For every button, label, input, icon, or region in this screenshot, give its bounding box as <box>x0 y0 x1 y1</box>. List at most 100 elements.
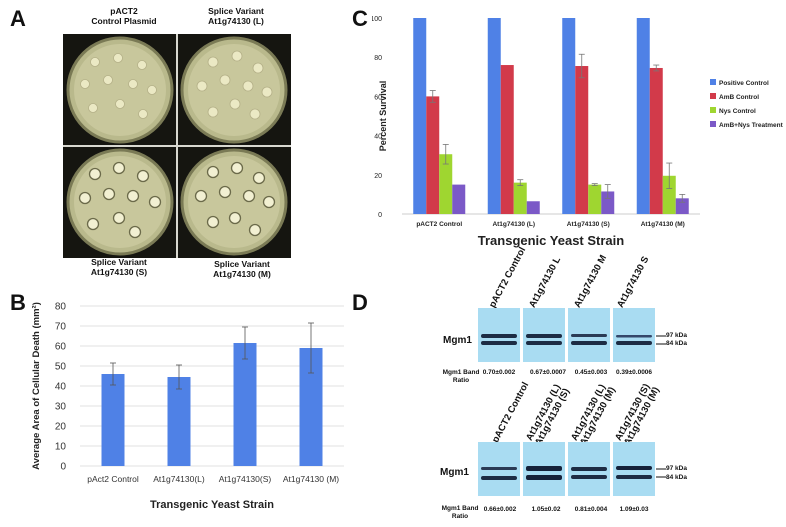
plate-caption-m: Splice Variant At1g74130 (M) <box>213 259 271 279</box>
plate-caption-pact2: pACT2 Control Plasmid <box>91 6 157 26</box>
c-ytick-60: 60 <box>374 94 382 101</box>
c-bar-1-1 <box>500 65 514 214</box>
top-ratio-label: Mgm1 Band Ratio <box>442 369 480 384</box>
top-ratio-1: 0.70±0.002 <box>482 369 516 376</box>
chart-b: 0 10 20 30 40 50 60 70 80 pAct2 Control At1g74130(… <box>31 302 344 511</box>
bottom-lane-label-3: At1g74130 (L) At1g74130 (M) <box>569 382 618 448</box>
bottom-lane-label-4: At1g74130 (S) At1g74130 (M) <box>613 382 662 448</box>
c-ytick-80: 80 <box>374 55 382 62</box>
bottom-kda-ticks <box>656 468 666 478</box>
bottom-ratio-3: 0.81±0.004 <box>574 506 608 513</box>
b-xtick-3: At1g74130 (M) <box>283 474 339 484</box>
panel-a-letter: A <box>10 6 26 31</box>
b-ytick-0: 0 <box>60 462 66 473</box>
top-ratio-2: 0.67±0.0007 <box>529 369 567 376</box>
c-legend-swatch-0 <box>710 79 716 85</box>
plate-l <box>180 36 288 144</box>
top-kda-ticks <box>656 335 666 345</box>
c-bar-3-0 <box>636 18 650 214</box>
c-bar-3-3 <box>675 198 689 214</box>
c-xtick-3: At1g74130 (M) <box>641 221 685 228</box>
bottom-kda-84: 84 kDa <box>666 474 687 481</box>
bottom-blot-lane-4 <box>613 442 655 496</box>
top-ratio-4: 0.39±0.0006 <box>615 369 653 376</box>
top-lane-label-2: At1g74130 L <box>527 255 564 310</box>
bottom-blot-lane-3 <box>568 442 610 496</box>
panel-c-letter: C <box>352 6 368 31</box>
c-bar-3-1 <box>649 67 663 214</box>
c-xtick-2: At1g74130 (S) <box>567 221 610 228</box>
b-ytick-60: 60 <box>55 342 67 353</box>
c-legend-swatch-1 <box>710 93 716 99</box>
b-bar-1 <box>167 377 191 466</box>
b-bar-2 <box>233 343 257 466</box>
top-lane-label-1: pACT2 Control <box>487 245 529 310</box>
plate-m <box>180 148 288 256</box>
b-xtick-2: At1g74130(S) <box>219 474 272 484</box>
c-legend-swatch-2 <box>710 107 716 113</box>
plate-caption-l: Splice Variant At1g74130 (L) <box>208 6 264 26</box>
c-bar-2-3 <box>601 191 615 214</box>
b-ytick-10: 10 <box>55 442 67 453</box>
c-bar-0-2 <box>439 154 453 214</box>
top-lane-label-4: At1g74130 S <box>615 254 652 310</box>
b-xlabel: Transgenic Yeast Strain <box>150 499 274 511</box>
c-legend-swatch-3 <box>710 121 716 127</box>
c-xtick-0: pACT2 Control <box>416 221 462 228</box>
b-bar-3 <box>299 348 323 466</box>
c-bar-0-0 <box>413 18 427 214</box>
c-legend-label-0: Positive Control <box>719 80 769 87</box>
bottom-ratio-label: Mgm1 Band Ratio <box>441 505 479 520</box>
c-ytick-40: 40 <box>374 134 382 141</box>
c-ytick-100: 100 <box>372 16 382 23</box>
bottom-blot-image <box>478 442 655 496</box>
b-ytick-80: 80 <box>55 302 67 313</box>
top-blot-lane-1 <box>478 308 520 362</box>
top-blot-lane-3 <box>568 308 610 362</box>
c-legend-label-2: Nys Control <box>719 108 756 115</box>
top-ratio-3: 0.45±0.003 <box>574 369 608 376</box>
c-bar-2-0 <box>562 18 576 214</box>
c-xtick-1: At1g74130 (L) <box>492 221 535 228</box>
c-bar-0-3 <box>452 184 466 214</box>
c-legend-label-1: AmB Control <box>719 94 759 101</box>
top-blot-label: Mgm1 <box>443 335 472 346</box>
plates-photo <box>63 34 291 258</box>
c-xlabel: Transgenic Yeast Strain <box>478 233 624 248</box>
b-xtick-0: pAct2 Control <box>87 474 139 484</box>
bottom-blot-lane-1 <box>478 442 520 496</box>
bottom-ratio-1: 0.66±0.002 <box>483 506 517 513</box>
b-ytick-40: 40 <box>55 382 67 393</box>
c-bar-1-3 <box>526 201 540 214</box>
bottom-blot-lane-2 <box>523 442 565 496</box>
top-lane-label-3: At1g74130 M <box>572 253 610 310</box>
panel-d-letter: D <box>352 290 368 315</box>
b-bar-0 <box>101 374 125 466</box>
plate-s <box>66 148 174 256</box>
c-ytick-20: 20 <box>374 173 382 180</box>
top-blot-image <box>478 308 655 362</box>
chart-c: 0 20 40 60 80 100 pACT2 Control At1g74130 (L) At… <box>372 16 784 248</box>
c-bar-1-0 <box>487 18 501 214</box>
c-ylabel: Percent Survival <box>378 81 388 152</box>
top-blot-lane-2 <box>523 308 565 362</box>
b-ytick-30: 30 <box>55 402 67 413</box>
c-ytick-0: 0 <box>378 212 382 219</box>
top-kda-84: 84 kDa <box>666 340 687 347</box>
b-ytick-70: 70 <box>55 322 67 333</box>
panel-b-letter: B <box>10 290 26 315</box>
bottom-lane-label-2: At1g74130 (L) At1g74130 (S) <box>524 382 573 448</box>
b-xtick-1: At1g74130(L) <box>153 474 205 484</box>
bottom-ratio-2: 1.05±0.02 <box>531 506 561 513</box>
c-bar-2-2 <box>588 184 602 214</box>
b-ytick-20: 20 <box>55 422 67 433</box>
b-ylabel: Average Area of Cellular Death (mm²) <box>31 302 42 470</box>
c-bar-1-2 <box>513 182 527 214</box>
c-bar-3-2 <box>662 175 676 214</box>
top-blot-lane-4 <box>613 308 655 362</box>
plate-pact2 <box>66 36 174 144</box>
c-bar-0-1 <box>426 96 440 214</box>
b-ytick-50: 50 <box>55 362 67 373</box>
bottom-blot-label: Mgm1 <box>440 467 469 478</box>
top-kda-97: 97 kDa <box>666 332 687 339</box>
